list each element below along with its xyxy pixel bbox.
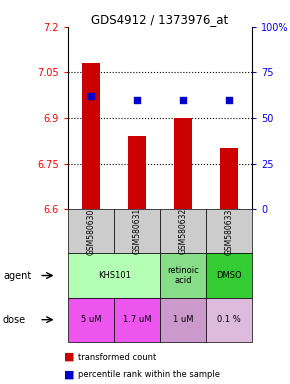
Text: ■: ■ [64, 369, 74, 379]
Point [227, 97, 232, 103]
Text: GDS4912 / 1373976_at: GDS4912 / 1373976_at [91, 13, 228, 26]
Text: dose: dose [3, 314, 26, 325]
Point [89, 93, 93, 99]
Bar [82, 63, 100, 209]
Bar [128, 136, 146, 209]
Text: GSM580633: GSM580633 [225, 208, 234, 255]
Text: 1.7 uM: 1.7 uM [123, 315, 151, 324]
Text: 1 uM: 1 uM [173, 315, 193, 324]
Text: KHS101: KHS101 [98, 271, 130, 280]
Text: retinoic
acid: retinoic acid [167, 266, 199, 285]
Bar [220, 149, 238, 209]
Text: GSM580632: GSM580632 [179, 208, 188, 255]
Point [181, 97, 186, 103]
Text: agent: agent [3, 270, 31, 281]
Text: percentile rank within the sample: percentile rank within the sample [78, 370, 220, 379]
Text: GSM580631: GSM580631 [133, 208, 142, 255]
Text: GSM580630: GSM580630 [87, 208, 96, 255]
Bar [174, 118, 193, 209]
Point [135, 97, 139, 103]
Text: transformed count: transformed count [78, 353, 157, 362]
Text: DMSO: DMSO [216, 271, 242, 280]
Text: 5 uM: 5 uM [81, 315, 102, 324]
Text: 0.1 %: 0.1 % [218, 315, 241, 324]
Text: ■: ■ [64, 352, 74, 362]
